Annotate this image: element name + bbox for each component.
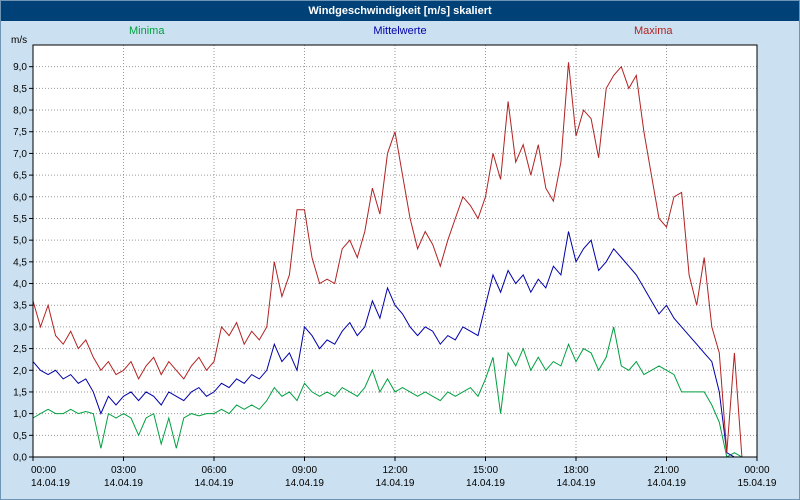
y-tick-label: 1,5 — [13, 387, 27, 398]
y-tick-label: 1,0 — [13, 409, 27, 420]
x-tick-date-label: 15.04.19 — [738, 478, 777, 489]
legend-mittelwerte: Mittelwerte — [373, 25, 427, 37]
series-minima-line — [32, 326, 757, 458]
y-tick-label: 2,0 — [13, 366, 27, 377]
x-tick-date-label: 14.04.19 — [466, 478, 505, 489]
y-tick-label: 3,0 — [13, 322, 27, 333]
x-tick-time-label: 00:00 — [744, 465, 769, 476]
x-tick-date-label: 14.04.19 — [376, 478, 415, 489]
y-tick-label: 0,0 — [13, 453, 27, 464]
x-tick-date-label: 14.04.19 — [195, 478, 234, 489]
y-tick-label: 3,5 — [13, 301, 27, 312]
x-tick-time-label: 03:00 — [111, 465, 136, 476]
y-tick-label: 5,5 — [13, 214, 27, 225]
x-tick-time-label: 15:00 — [473, 465, 498, 476]
y-tick-label: 2,5 — [13, 344, 27, 355]
y-tick-label: 6,5 — [13, 171, 27, 182]
series-maxima-line — [32, 62, 757, 458]
x-tick-time-label: 06:00 — [201, 465, 226, 476]
y-tick-label: 4,5 — [13, 257, 27, 268]
x-tick-date-label: 14.04.19 — [557, 478, 596, 489]
plot-area — [33, 45, 757, 457]
series-mittelwerte-line — [32, 231, 757, 458]
legend-maxima: Maxima — [634, 25, 673, 37]
x-tick-time-label: 18:00 — [563, 465, 588, 476]
wind-speed-chart: 0,0 0,5 1,0 1,5 2,0 2,5 3,0 3,5 4,0 4,5 5,0 5,5 6,0 6… — [13, 44, 777, 489]
y-axis-unit-label: m/s — [11, 35, 28, 46]
y-tick-label: 6,0 — [13, 192, 27, 203]
x-tick-date-label: 14.04.19 — [31, 478, 70, 489]
x-tick-time-label: 09:00 — [292, 465, 317, 476]
legend-minima: Minima — [129, 25, 165, 37]
y-tick-label: 9,0 — [13, 62, 27, 73]
y-tick-label: 5,0 — [13, 236, 27, 247]
window-title: Windgeschwindigkeit [m/s] skaliert — [1, 1, 799, 21]
x-tick-date-label: 14.04.19 — [104, 478, 143, 489]
y-tick-label: 8,0 — [13, 106, 27, 117]
x-tick-date-label: 14.04.19 — [647, 478, 686, 489]
y-tick-label: 8,5 — [13, 84, 27, 95]
x-tick-time-label: 00:00 — [31, 465, 56, 476]
x-tick-date-label: 14.04.19 — [285, 478, 324, 489]
x-tick-time-label: 12:00 — [382, 465, 407, 476]
y-tick-label: 0,5 — [13, 431, 27, 442]
y-tick-label: 7,5 — [13, 127, 27, 138]
y-tick-label: 7,0 — [13, 149, 27, 160]
y-tick-label: 4,0 — [13, 279, 27, 290]
x-tick-time-label: 21:00 — [654, 465, 679, 476]
